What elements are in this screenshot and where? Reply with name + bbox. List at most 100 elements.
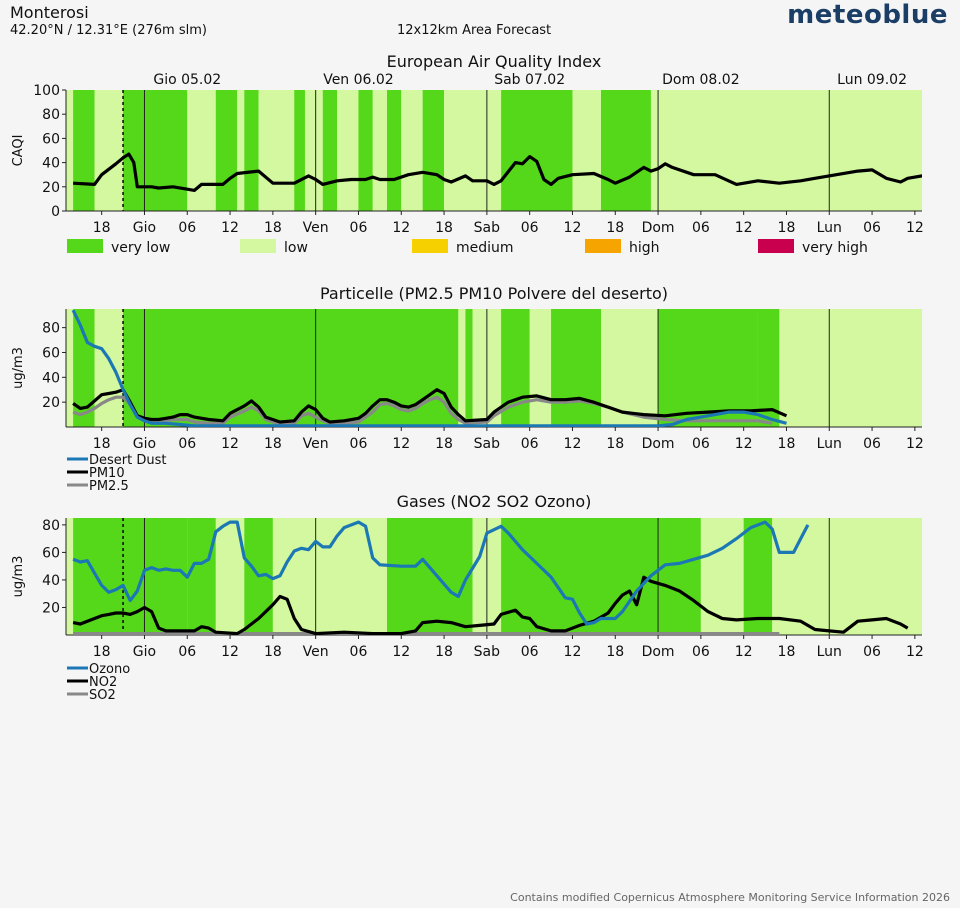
day-label: Sab 07.02 <box>494 72 565 88</box>
aqi-band-very-low <box>465 309 473 427</box>
x-tick-label: Lun <box>817 436 842 452</box>
x-tick-label: 18 <box>264 644 282 660</box>
aqi-band-very-low <box>73 518 188 635</box>
y-tick-label: 40 <box>42 370 60 386</box>
series-group <box>71 309 788 427</box>
attribution-footer: Contains modified Copernicus Atmosphere … <box>510 891 950 904</box>
x-tick-label: 18 <box>778 436 796 452</box>
x-tick-label: 06 <box>692 644 710 660</box>
x-tick-label: 12 <box>735 220 753 236</box>
series-group <box>73 152 922 192</box>
aqi-band-low <box>237 90 245 211</box>
legend-swatch-low <box>240 239 276 253</box>
y-tick-label: 80 <box>42 107 60 123</box>
x-tick-label: Dom <box>642 220 675 236</box>
series-line-caqi <box>73 152 922 192</box>
legend-label: SO2 <box>89 688 116 703</box>
chart-title: Particelle (PM2.5 PM10 Polvere del deser… <box>320 284 668 303</box>
x-tick-label: 06 <box>350 220 368 236</box>
x-tick-label: Dom <box>642 644 675 660</box>
x-tick-label: 06 <box>350 436 368 452</box>
aqi-bands <box>66 309 922 427</box>
aqi-band-low <box>529 309 552 427</box>
aqi-band-low <box>444 90 502 211</box>
y-tick-label: 40 <box>42 573 60 589</box>
aqi-band-very-low <box>215 90 238 211</box>
day-label: Lun 09.02 <box>837 72 907 88</box>
x-tick-label: 12 <box>735 644 753 660</box>
aqi-band-low <box>94 309 124 427</box>
x-tick-label: 18 <box>606 436 624 452</box>
aqi-band-very-low <box>187 518 216 635</box>
x-tick-label: 06 <box>178 220 196 236</box>
y-tick-label: 0 <box>51 204 60 220</box>
x-tick-label: 12 <box>221 644 239 660</box>
x-tick-label: Sab <box>474 220 500 236</box>
y-tick-label: 60 <box>42 545 60 561</box>
aqi-band-very-low <box>743 518 773 635</box>
x-tick-label: 06 <box>521 644 539 660</box>
legend-label: PM10 <box>89 466 125 481</box>
aqi-band-low <box>401 90 423 211</box>
x-tick-label: 18 <box>93 644 111 660</box>
y-tick-label: 40 <box>42 156 60 172</box>
x-tick-label: 18 <box>93 220 111 236</box>
x-tick-label: 06 <box>692 436 710 452</box>
y-tick-label: 60 <box>42 345 60 361</box>
legend-label: high <box>629 240 660 256</box>
x-tick-label: Sab <box>474 436 500 452</box>
x-tick-label: 18 <box>93 436 111 452</box>
x-tick-label: Lun <box>817 644 842 660</box>
x-tick-label: 12 <box>392 220 410 236</box>
aqi-band-very-low <box>601 90 651 211</box>
x-tick-label: 18 <box>778 220 796 236</box>
x-tick-label: 06 <box>863 644 881 660</box>
aqi-band-low <box>572 90 601 211</box>
y-tick-label: 60 <box>42 131 60 147</box>
day-label: Gio 05.02 <box>153 72 221 88</box>
x-tick-label: 18 <box>264 220 282 236</box>
legend-label: medium <box>456 240 514 256</box>
aqi-band-very-low <box>658 309 758 427</box>
x-tick-label: 12 <box>906 436 924 452</box>
x-tick-label: Sab <box>474 644 500 660</box>
aqi-band-low <box>304 90 323 211</box>
series-group <box>72 520 909 635</box>
aqi-band-low <box>187 90 216 211</box>
legend-swatch-medium <box>412 239 448 253</box>
aqi-band-very-low <box>358 90 373 211</box>
y-axis-label: ug/m3 <box>11 556 26 598</box>
location-name: Monterosi <box>10 3 89 22</box>
aqi-band-very-low <box>387 518 473 635</box>
brand-logo[interactable]: meteoblue <box>787 0 948 30</box>
series-line-no2 <box>72 575 909 635</box>
y-axis-label: CAQI <box>11 135 26 167</box>
chart-title: Gases (NO2 SO2 Ozono) <box>397 492 592 511</box>
aqi-band-very-low <box>387 90 402 211</box>
legend-swatch-very-low <box>67 239 103 253</box>
legend-swatch-high <box>585 239 621 253</box>
aqi-band-very-low <box>757 309 780 427</box>
y-tick-label: 80 <box>42 321 60 337</box>
coordinates: 42.20°N / 12.31°E (276m slm) <box>10 23 207 38</box>
x-tick-label: 12 <box>564 436 582 452</box>
x-tick-label: Ven <box>303 220 329 236</box>
aqi-band-low <box>337 90 359 211</box>
aqi-band-low <box>94 90 124 211</box>
chart-panel-1: European Air Quality Index 0 20 40 60 80 100 CA… <box>11 52 924 256</box>
y-tick-label: 20 <box>42 600 60 616</box>
day-label: Dom 08.02 <box>662 72 740 88</box>
x-tick-label: 18 <box>264 436 282 452</box>
x-tick-label: Ven <box>303 436 329 452</box>
forecast-area: 12x12km Area Forecast <box>397 23 552 38</box>
x-tick-label: 06 <box>178 436 196 452</box>
x-tick-label: Gio <box>133 436 156 452</box>
aqi-band-low <box>650 90 659 211</box>
legend-swatch-very-high <box>758 239 794 253</box>
aqi-band-very-low <box>73 309 95 427</box>
aqi-band-low <box>272 518 387 635</box>
chart-panel-2: Particelle (PM2.5 PM10 Polvere del deser… <box>11 284 924 494</box>
x-tick-label: 12 <box>221 220 239 236</box>
series-line-ozone <box>72 520 810 626</box>
